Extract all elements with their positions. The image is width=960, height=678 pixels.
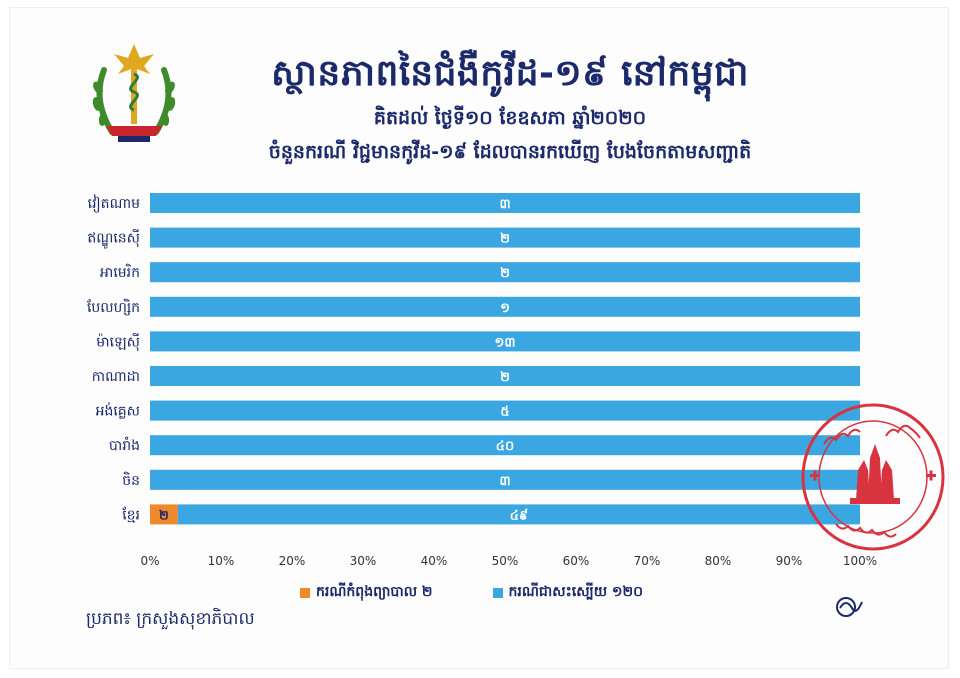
- x-tick-label: 100%: [843, 554, 877, 568]
- chart-subtitle-date: គិតដល់ ថ្ងៃទី១០ ខែឧសភា ឆ្នាំ២០២០: [373, 107, 647, 129]
- bar-segment-recovered: [150, 296, 860, 317]
- source-note: ប្រភព៖ ក្រសួងសុខាភិបាល: [86, 609, 255, 629]
- legend-item-recovered: ករណីជាសះស្បើយ ១២០: [492, 582, 643, 603]
- x-tick-label: 10%: [208, 554, 235, 568]
- data-label-recovered: ៤៩: [510, 508, 528, 523]
- legend-swatch-treating: [300, 587, 310, 598]
- bar-segment-recovered: [150, 366, 860, 386]
- bar-segment-recovered: [150, 193, 860, 213]
- bar-segment-recovered: [177, 504, 860, 525]
- category-label: អង់គ្លេស: [96, 402, 140, 420]
- category-label: ម៉ាឡេស៊ី: [96, 332, 140, 351]
- x-tick-label: 0%: [140, 554, 159, 568]
- legend-swatch-recovered: [492, 587, 503, 598]
- chart-title: ស្ថានភាពនៃជំងឺកូវីដ-១៩ នៅកម្ពុជា: [271, 53, 749, 94]
- legend-label-treating: ករណីកំពុងព្យាបាល ២: [316, 584, 433, 600]
- bar-segment-recovered: [150, 435, 860, 456]
- chart-subtitle-description: ចំនួនករណី វិជ្ជមានកូវីដ-១៩ ដែលបានរកឃើញ ប…: [268, 141, 752, 163]
- bar-segment-treating: [150, 504, 178, 525]
- data-label-treating: ២: [159, 508, 169, 523]
- ministry-logo: [92, 44, 176, 142]
- category-label: អាមេរិក: [100, 263, 140, 281]
- data-label-recovered: ១៣: [495, 335, 516, 350]
- data-label-recovered: ១: [500, 301, 510, 316]
- data-label-recovered: ២: [500, 232, 510, 247]
- x-tick-label: 90%: [776, 554, 803, 568]
- legend-label-recovered: ករណីជាសះស្បើយ ១២០: [508, 584, 643, 600]
- data-label-recovered: ៣: [499, 197, 510, 212]
- bar-segment-recovered: [150, 400, 860, 421]
- x-tick-label: 20%: [279, 554, 306, 568]
- category-label: បារាំង: [109, 436, 140, 454]
- bar-segment-recovered: [150, 331, 860, 352]
- data-label-recovered: ៤០: [496, 439, 514, 454]
- official-stamp: [801, 403, 945, 551]
- data-label-recovered: ២: [500, 370, 510, 385]
- bar-segment-recovered: [150, 469, 860, 490]
- category-label: វៀតណាម: [88, 194, 140, 213]
- bar-segment-recovered: [150, 227, 860, 248]
- category-label: កាណាដា: [92, 369, 140, 385]
- x-tick-label: 40%: [421, 554, 448, 568]
- data-label-recovered: ៥: [500, 405, 509, 420]
- x-tick-label: 70%: [634, 554, 661, 568]
- category-label: ឥណ្ឌូនេស៊ី: [87, 229, 140, 250]
- category-label: ខ្មែរ: [122, 506, 140, 523]
- x-tick-label: 50%: [492, 554, 519, 568]
- category-label: បែលហ្សិក: [87, 298, 140, 316]
- category-label: ចិន: [122, 471, 140, 489]
- chart-legend: ករណីកំពុងព្យាបាល ២ ករណីជាសះស្បើយ ១២០: [300, 582, 643, 603]
- legend-item-treating: ករណីកំពុងព្យាបាល ២: [300, 582, 433, 603]
- signature-mark: [836, 597, 863, 617]
- bar-segment-recovered: [150, 262, 860, 283]
- x-tick-label: 30%: [350, 554, 377, 568]
- data-label-recovered: ៣: [499, 474, 510, 489]
- x-tick-label: 60%: [563, 554, 590, 568]
- data-label-recovered: ២: [500, 266, 510, 281]
- x-tick-label: 80%: [705, 554, 732, 568]
